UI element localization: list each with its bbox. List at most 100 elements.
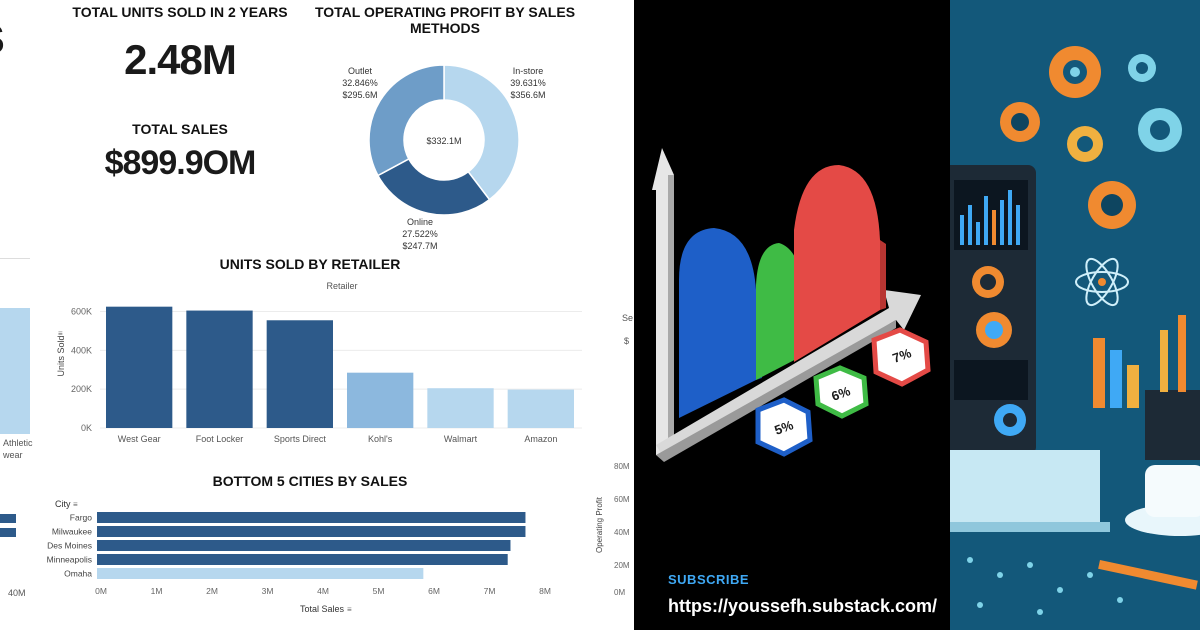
right-partial-tick-1: 60M <box>614 495 630 504</box>
tag-6-percent: 6% <box>813 365 869 419</box>
donut-slice-outlet[interactable] <box>368 64 445 177</box>
donut-label-instore-value: $356.6M <box>510 90 545 100</box>
gear-icon-4 <box>1088 181 1136 229</box>
city-x-tick: 4M <box>317 586 329 596</box>
right-partial-2: $ <box>624 336 630 346</box>
kpi-sales-value: $899.9OM <box>104 144 257 182</box>
blue-arc-bar <box>679 228 756 418</box>
monitor-illustration <box>950 165 1036 455</box>
kpi-units-value: 2.48M <box>124 36 237 83</box>
donut-label-instore-pct: 39.631% <box>510 78 546 88</box>
city-x-tick: 2M <box>206 586 218 596</box>
left-partial-bar <box>0 308 30 434</box>
retailer-chart-title: UNITS SOLD BY RETAILER <box>219 256 401 272</box>
retailer-bar-westgear[interactable] <box>106 306 173 428</box>
right-partial-axis: Operating Profit 80M 60M 40M 20M 0M <box>595 462 630 597</box>
city-label: Des Moines <box>47 541 92 551</box>
city-x-tick: 5M <box>373 586 385 596</box>
retailer-x-label: Foot Locker <box>196 434 244 444</box>
retailer-y-tick: 400K <box>71 345 92 355</box>
left-partial-label-2: wear <box>3 450 23 460</box>
left-divider <box>0 258 30 259</box>
city-label: Milwaukee <box>52 527 92 537</box>
city-x-tick: 7M <box>484 586 496 596</box>
left-partial-tick: 40M <box>8 588 26 598</box>
retailer-bar-amazon[interactable] <box>507 389 574 428</box>
kpi-sales-title: TOTAL SALES <box>132 121 228 137</box>
right-partial-tick-2: 40M <box>614 528 630 537</box>
donut-label-online-pct: 27.522% <box>402 229 438 239</box>
red-arc-bar-side <box>880 240 886 310</box>
donut-label-online-value: $247.7M <box>402 241 437 251</box>
cities-y-label: City <box>55 499 71 509</box>
city-label: Fargo <box>70 513 92 523</box>
gear-icon-6 <box>1128 54 1156 82</box>
retailer-bar-sportsdirect[interactable] <box>266 320 333 428</box>
retailer-y-label-icon: ≡ <box>58 329 63 338</box>
city-bar-minneapolis[interactable] <box>97 554 508 565</box>
promo-panel: 5% 6% 7% SUBSCRIBE https://youssefh.subs… <box>634 0 950 630</box>
axis-vertical-arrow-shade <box>668 175 674 455</box>
art-pencil-cup <box>1145 390 1200 460</box>
retailer-bar-chart: Units Sold ≡ 0K 200K 400K 600K West Gear Foo… <box>56 306 582 444</box>
red-arc-bar <box>794 165 880 362</box>
retailer-x-label: West Gear <box>118 434 161 444</box>
subscribe-label: SUBSCRIBE <box>668 572 750 587</box>
cities-bar-chart: City ≡ Fargo Milwaukee Des Moines Minneapol… <box>47 499 551 614</box>
donut-center-label: $332.1M <box>426 136 461 146</box>
art-orange-pen <box>1098 560 1198 590</box>
svg-text:7%: 7% <box>890 345 913 366</box>
tag-7-percent: 7% <box>871 327 931 387</box>
left-partial-glyph: S <box>0 18 5 63</box>
retailer-bar-walmart[interactable] <box>427 388 494 428</box>
city-label: Minneapolis <box>47 555 92 565</box>
city-x-tick: 3M <box>262 586 274 596</box>
city-bar-milwaukee[interactable] <box>97 526 526 537</box>
art-circuit <box>967 557 1123 615</box>
gear-icon-3 <box>1067 126 1103 162</box>
retailer-y-tick: 200K <box>71 384 92 394</box>
city-bar-fargo[interactable] <box>97 512 526 523</box>
cities-x-sort-icon[interactable]: ≡ <box>347 605 352 614</box>
city-bar-omaha[interactable] <box>97 568 424 579</box>
donut-chart: $332.1M Outlet 32.846% $295.6M In-store … <box>342 64 546 251</box>
right-partial-tick-0: 80M <box>614 462 630 471</box>
cities-x-label: Total Sales <box>300 604 345 614</box>
substack-link[interactable]: https://youssefh.substack.com/ <box>668 596 938 616</box>
cities-y-sort-icon[interactable]: ≡ <box>73 500 78 509</box>
retailer-y-label: Units Sold <box>56 335 66 376</box>
art-bar-3 <box>1127 365 1139 408</box>
city-x-tick: 1M <box>151 586 163 596</box>
city-bar-desmoines[interactable] <box>97 540 511 551</box>
right-partial-1: Se <box>622 313 634 323</box>
art-pencil-1 <box>1160 330 1168 392</box>
retailer-x-label: Sports Direct <box>274 434 327 444</box>
dashboard-panel: S TOTAL UNITS SOLD IN 2 YEARS 2.48M TOTA… <box>0 4 634 614</box>
city-label: Omaha <box>64 569 92 579</box>
axis-vertical-arrow <box>652 148 674 455</box>
axis-horizontal-arrow-shade <box>656 320 896 462</box>
art-bar-2 <box>1110 350 1122 408</box>
gear-icon-5 <box>1138 108 1182 152</box>
donut-slice-instore[interactable] <box>443 64 520 201</box>
right-partial-tick-3: 20M <box>614 561 630 570</box>
tech-illustration-panel <box>950 0 1200 630</box>
donut-title: TOTAL OPERATING PROFIT BY SALES METHODS <box>314 4 576 36</box>
retailer-chart-header: Retailer <box>326 281 358 291</box>
gear-icon-2 <box>1000 102 1040 142</box>
svg-text:5%: 5% <box>772 417 795 438</box>
donut-label-online-name: Online <box>407 217 433 227</box>
retailer-bar-footlocker[interactable] <box>186 310 253 428</box>
tech-illustration <box>950 0 1200 630</box>
right-partial-tick-4: 0M <box>614 588 625 597</box>
retailer-x-label: Amazon <box>524 434 557 444</box>
tag-5-percent: 5% <box>755 397 813 457</box>
city-x-tick: 6M <box>428 586 440 596</box>
city-x-tick: 0M <box>95 586 107 596</box>
retailer-bar-kohls[interactable] <box>347 372 414 428</box>
donut-label-outlet-value: $295.6M <box>342 90 377 100</box>
donut-label-outlet-name: Outlet <box>348 66 373 76</box>
retailer-y-tick: 600K <box>71 307 92 317</box>
promo-illustration: 5% 6% 7% <box>652 148 931 462</box>
retailer-x-label: Kohl's <box>368 434 393 444</box>
